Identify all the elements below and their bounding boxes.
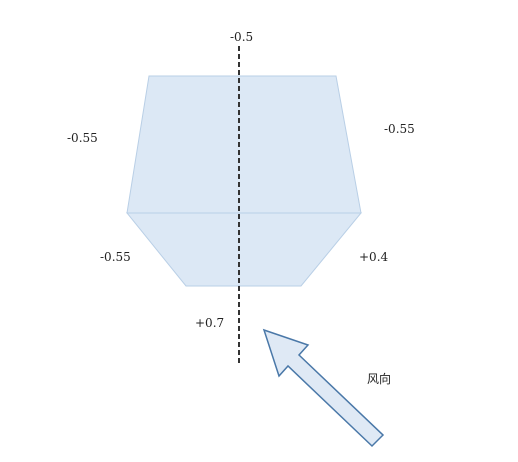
building-lower-section: [127, 213, 361, 286]
pressure-label-right-lower: +0.4: [359, 251, 388, 263]
pressure-label-left-lower: -0.55: [100, 251, 131, 263]
pressure-label-right-upper: -0.55: [384, 123, 415, 135]
wind-direction-arrow-icon: [264, 330, 383, 446]
wind-direction-label: 风向: [367, 373, 391, 385]
building-upper-section: [127, 76, 361, 213]
pressure-label-top: -0.5: [230, 31, 253, 43]
pressure-label-left-upper: -0.55: [67, 132, 98, 144]
pressure-label-bottom: +0.7: [195, 317, 224, 329]
